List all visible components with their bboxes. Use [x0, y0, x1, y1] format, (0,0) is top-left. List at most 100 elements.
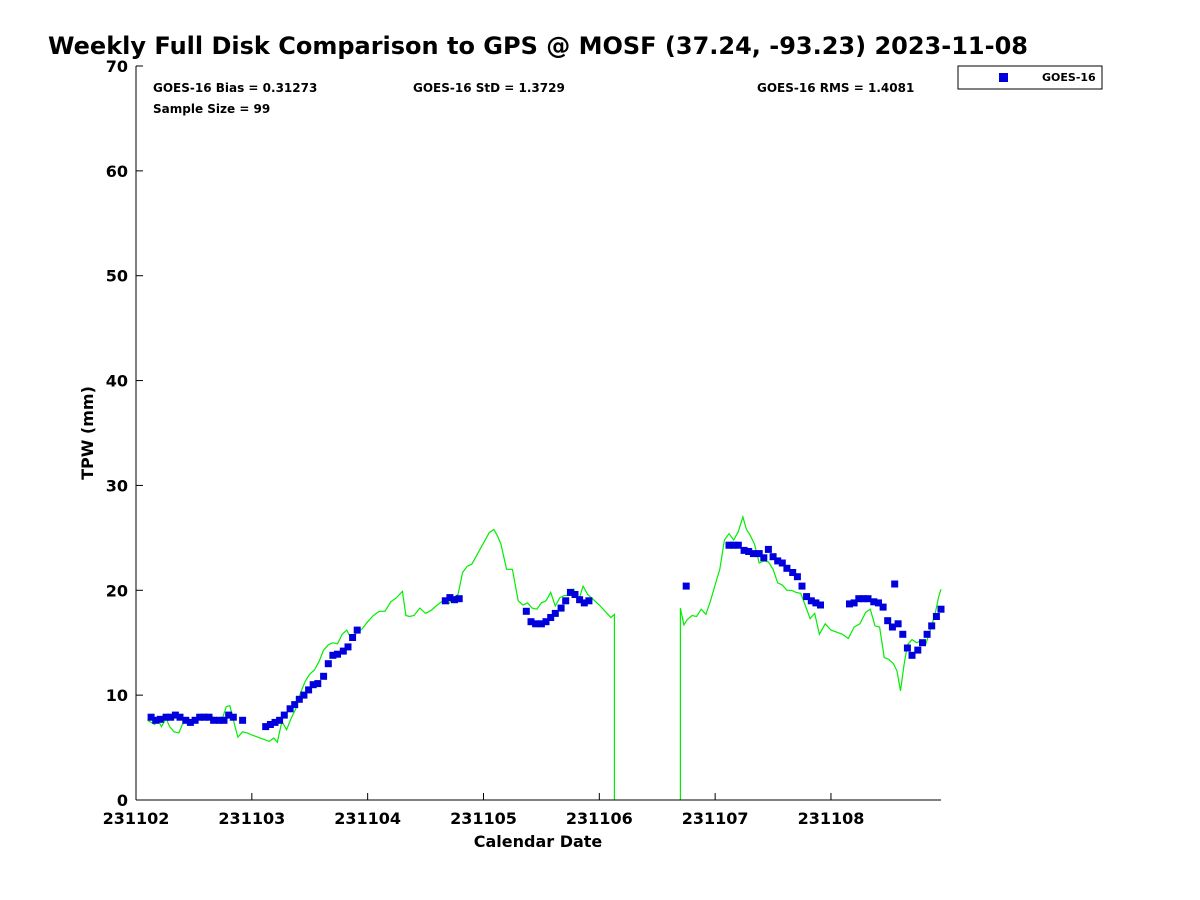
- goes16-point: [760, 554, 768, 562]
- goes16-point: [846, 600, 853, 608]
- goes16-point: [855, 595, 863, 603]
- goes16-point: [571, 591, 579, 598]
- goes16-point: [266, 721, 274, 728]
- goes16-point: [749, 550, 757, 558]
- goes16-point: [783, 564, 791, 572]
- goes16-point: [320, 672, 328, 680]
- goes16-point: [176, 713, 184, 721]
- legend: GOES-16: [957, 65, 1103, 90]
- goes16-point: [542, 618, 550, 626]
- goes16-point: [894, 620, 902, 628]
- goes16-point: [314, 680, 322, 688]
- legend-marker-goes16: [999, 73, 1008, 82]
- plot-area: [147, 514, 945, 800]
- y-tick-label: 60: [106, 162, 128, 181]
- goes16-point: [156, 715, 164, 723]
- goes16-point: [349, 634, 357, 641]
- sample-size-stat: Sample Size = 99: [153, 102, 270, 116]
- goes16-point: [557, 604, 565, 612]
- goes16-point: [764, 545, 772, 553]
- goes16-point: [547, 614, 555, 621]
- goes16-point: [186, 718, 194, 726]
- goes16-point: [730, 541, 738, 549]
- goes16-point: [191, 716, 199, 724]
- goes16-point: [899, 630, 907, 638]
- goes16-point: [329, 651, 337, 659]
- goes16-point: [789, 569, 797, 576]
- y-tick-label: 0: [117, 791, 128, 810]
- goes16-point: [817, 601, 824, 609]
- goes16-point: [879, 603, 887, 611]
- goes16-point: [309, 681, 317, 689]
- goes16-point: [300, 691, 308, 699]
- goes16-point: [859, 595, 867, 603]
- goes16-point: [769, 553, 777, 561]
- y-axis-label: TPW (mm): [78, 386, 97, 480]
- bias-stat: GOES-16 Bias = 0.31273: [153, 81, 317, 95]
- goes16-point: [793, 573, 801, 581]
- y-tick-label: 10: [106, 686, 128, 705]
- goes16-point: [210, 716, 218, 724]
- x-tick-label: 231105: [450, 809, 517, 828]
- goes16-point: [888, 623, 896, 631]
- y-tick-label: 50: [106, 267, 128, 286]
- goes16-point: [339, 647, 347, 655]
- goes16-point: [225, 711, 233, 719]
- goes16-point: [229, 713, 237, 721]
- goes16-point: [527, 618, 535, 626]
- goes16-point: [334, 650, 341, 658]
- goes16-point: [537, 620, 545, 628]
- goes16-point: [446, 594, 454, 602]
- goes16-point: [928, 622, 936, 630]
- y-tick-label: 40: [106, 372, 128, 391]
- goes16-point: [919, 639, 926, 647]
- goes16-point: [147, 713, 155, 721]
- goes16-point: [745, 548, 753, 555]
- goes16-point: [220, 716, 228, 724]
- goes16-point: [276, 716, 284, 724]
- legend-box: [957, 65, 1103, 90]
- goes16-point: [280, 711, 288, 719]
- goes16-point: [778, 559, 786, 567]
- x-tick-label: 231104: [334, 809, 401, 828]
- goes16-point: [891, 580, 899, 588]
- rms-stat: GOES-16 RMS = 1.4081: [757, 81, 914, 95]
- goes16-point: [923, 630, 931, 638]
- goes16-point: [286, 705, 294, 713]
- goes16-point: [734, 541, 742, 549]
- x-tick-label: 231108: [798, 809, 865, 828]
- goes16-point: [803, 593, 811, 601]
- x-tick-label: 231103: [218, 809, 285, 828]
- y-tick-label: 70: [106, 57, 128, 76]
- goes16-point: [455, 595, 463, 603]
- goes16-point: [152, 716, 160, 724]
- y-tick-label: 30: [106, 476, 128, 495]
- goes16-point: [812, 599, 820, 607]
- x-axis-label: Calendar Date: [474, 832, 603, 851]
- y-tick-label: 20: [106, 581, 128, 600]
- goes16-point: [562, 597, 570, 605]
- goes16-point: [344, 643, 352, 651]
- goes16-point: [291, 701, 299, 709]
- goes16-point: [200, 713, 208, 721]
- goes16-point: [295, 695, 303, 703]
- goes16-point: [903, 644, 911, 652]
- goes16-point: [196, 713, 204, 721]
- goes16-point: [740, 546, 748, 554]
- x-tick-label: 231102: [103, 809, 170, 828]
- goes16-point: [576, 596, 584, 604]
- axes: [135, 66, 941, 801]
- goes16-point: [807, 597, 815, 605]
- goes16-point: [171, 711, 179, 719]
- goes16-point: [914, 646, 922, 654]
- goes16-point: [215, 716, 223, 724]
- goes16-point: [725, 541, 733, 549]
- x-tick-label: 231107: [682, 809, 749, 828]
- goes16-point: [182, 716, 190, 724]
- goes16-point: [271, 718, 279, 726]
- goes16-point: [682, 582, 690, 590]
- std-stat: GOES-16 StD = 1.3729: [413, 81, 565, 95]
- x-axis-ticks: 231102 231103 231104 231105 231106 231107 2311…: [103, 793, 865, 828]
- goes16-point: [884, 617, 892, 625]
